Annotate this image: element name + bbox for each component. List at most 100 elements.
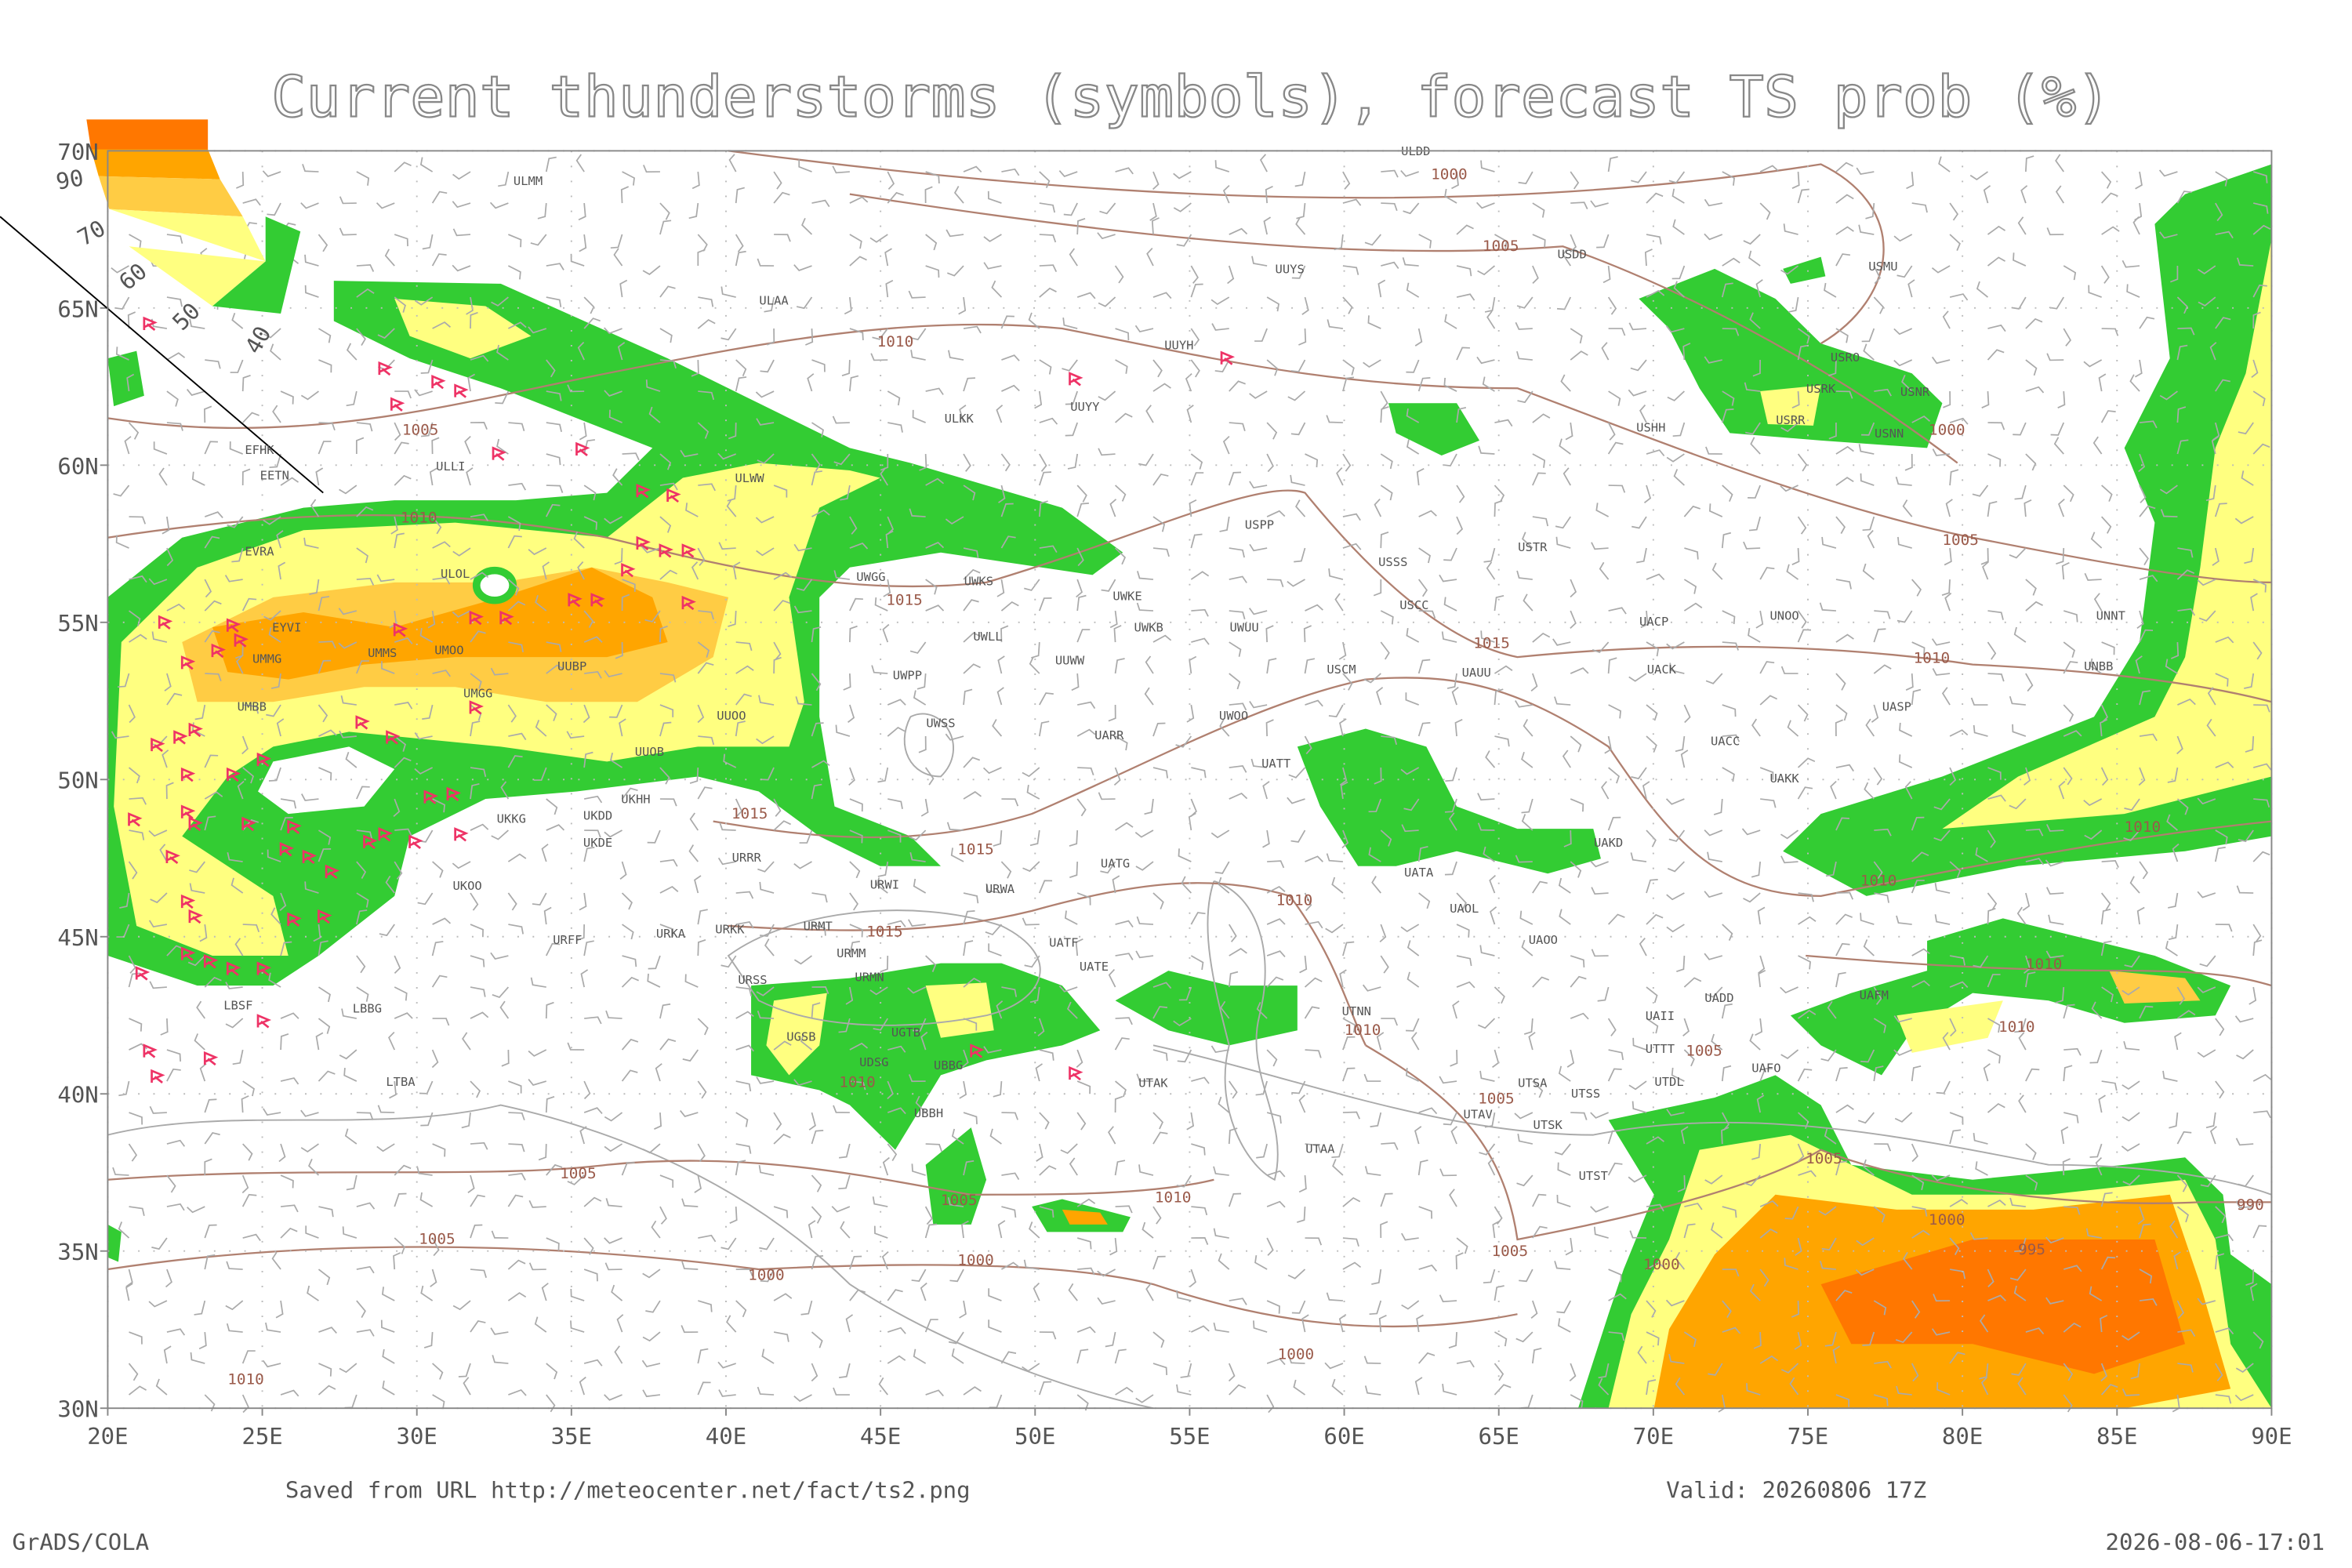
wind-barb [1517, 390, 1534, 404]
wind-barb [1705, 446, 1722, 455]
wind-barb [394, 735, 406, 752]
wind-barb [2084, 829, 2103, 840]
wind-barb [1328, 568, 1344, 580]
wind-barb [432, 321, 452, 329]
wind-barb [1229, 673, 1241, 690]
wind-barb [242, 1233, 261, 1241]
wind-barb [2025, 858, 2045, 866]
wind-barb [1287, 797, 1305, 804]
wind-barb [452, 171, 471, 180]
wind-barb [949, 1269, 964, 1283]
wind-barb [1254, 328, 1268, 342]
wind-barb [125, 1283, 133, 1301]
wind-barb [394, 441, 409, 455]
wind-barb [2063, 1206, 2081, 1215]
wind-barb [508, 422, 525, 431]
thunderstorm-symbol [180, 804, 196, 819]
wind-barb [125, 1269, 133, 1287]
wind-barb [1266, 1358, 1286, 1366]
wind-barb [773, 171, 782, 190]
wind-barb [2017, 216, 2027, 235]
wind-barb [2100, 265, 2110, 284]
wind-barb [237, 780, 245, 800]
wind-barb [1863, 939, 1875, 956]
wind-barb [1138, 453, 1154, 466]
wind-barb [1381, 202, 1398, 212]
wind-barb [2025, 828, 2044, 837]
wind-barb [945, 516, 964, 525]
wind-barb [1607, 657, 1617, 674]
coastline [1207, 880, 1279, 1181]
wind-barb [580, 969, 589, 988]
wind-barb [204, 441, 218, 455]
thunderstorm-symbol [590, 593, 605, 608]
wind-barb [1855, 1269, 1875, 1276]
wind-barb [1115, 359, 1128, 374]
wind-barb [227, 852, 243, 862]
wind-barb [2252, 311, 2261, 329]
wind-barb [470, 1224, 483, 1239]
wind-barb [982, 767, 1002, 775]
wind-barb [1265, 625, 1274, 643]
footer-software: GrADS/COLA [12, 1529, 149, 1555]
wind-barb [757, 1011, 775, 1019]
wind-barb [983, 1046, 1002, 1054]
wind-barb [429, 467, 437, 486]
station-label: UUYS [1276, 263, 1305, 277]
wind-barb [1213, 1322, 1229, 1333]
wind-barb [129, 1112, 143, 1125]
wind-barb [269, 453, 281, 469]
wind-barb [1439, 1294, 1457, 1303]
wind-barb [1987, 453, 2002, 467]
station-label: USRK [1806, 382, 1836, 396]
wind-barb [1755, 610, 1764, 629]
wind-barb [165, 782, 174, 800]
thunderstorm-symbol [446, 786, 461, 801]
wind-barb [1076, 1049, 1083, 1068]
wind-barb [1861, 328, 1875, 343]
wind-barb [735, 1268, 753, 1276]
wind-barb [344, 1394, 358, 1409]
wind-barb [1791, 171, 1800, 189]
wind-barb [1570, 861, 1582, 878]
wind-barb [1400, 169, 1419, 177]
station-label: UUOO [717, 709, 746, 723]
wind-barb [1076, 629, 1091, 643]
wind-barb [1554, 1143, 1571, 1156]
wind-barb [1759, 1269, 1769, 1287]
wind-barb [689, 812, 699, 831]
wind-barb [1022, 767, 1040, 778]
wind-barb [1363, 359, 1381, 368]
wind-barb [2176, 1131, 2192, 1145]
wind-barb [959, 1300, 967, 1319]
wind-barb [732, 561, 741, 580]
wind-barb [148, 578, 168, 586]
wind-barb [2013, 422, 2027, 436]
wind-barb [887, 798, 903, 809]
thunderstorm-symbol [165, 849, 180, 864]
wind-barb [1911, 1229, 1930, 1239]
wind-barb [887, 726, 906, 737]
wind-barb [583, 940, 594, 956]
wind-barb [1339, 718, 1347, 737]
wind-barb [878, 1377, 888, 1396]
wind-barb [759, 881, 775, 894]
wind-barb [1570, 1012, 1589, 1020]
thunderstorm-symbol [143, 1044, 158, 1058]
wind-barb [583, 846, 595, 862]
wind-barb [1668, 1354, 1685, 1364]
station-label: UGSB [786, 1030, 815, 1044]
wind-barb [340, 695, 357, 706]
ts-prob-area [1942, 238, 2272, 829]
wind-barb [773, 572, 793, 580]
legend-band [98, 176, 243, 217]
wind-barb [1835, 226, 1854, 235]
wind-barb [1478, 1018, 1496, 1029]
wind-barb [1669, 662, 1685, 674]
wind-barb [697, 704, 705, 724]
wind-barb [432, 541, 451, 549]
ts-prob-area [1062, 1209, 1108, 1225]
wind-barb [1137, 571, 1154, 580]
wind-barb [2100, 908, 2111, 925]
